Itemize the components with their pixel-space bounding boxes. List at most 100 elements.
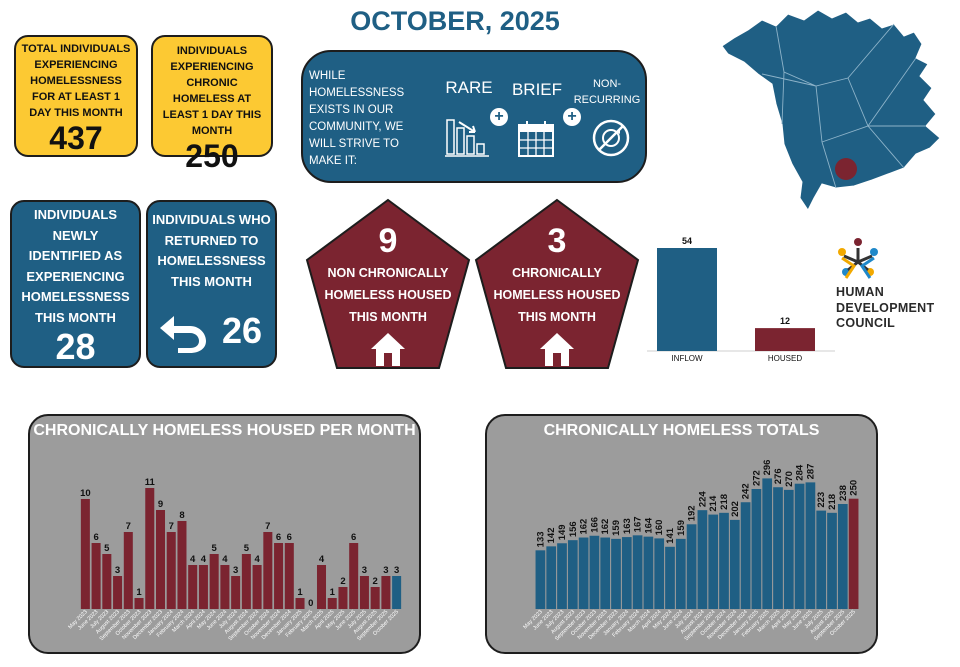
no-repeat-icon bbox=[592, 119, 630, 157]
bar-value-label: 162 bbox=[579, 519, 590, 535]
strive-text: WHILE HOMELESSNESS EXISTS IN OUR COMMUNI… bbox=[309, 70, 405, 167]
bar-value-label: 287 bbox=[805, 464, 816, 480]
chart-bar bbox=[188, 565, 198, 609]
bar-value-label: 5 bbox=[212, 543, 218, 554]
chronic-housed-value: 3 bbox=[547, 222, 567, 260]
bar-value-label: 3 bbox=[233, 565, 238, 576]
strive-word-brief: BRIEF bbox=[511, 80, 563, 99]
bar-value-label: 296 bbox=[762, 460, 773, 476]
bar-value-label: 242 bbox=[741, 483, 752, 499]
bar-value-label: 164 bbox=[643, 517, 654, 534]
chart-bar bbox=[675, 538, 686, 609]
total-homeless-card: TOTAL INDIVIDUALS EXPERIENCING HOMELESSN… bbox=[14, 35, 138, 157]
house-icon bbox=[371, 333, 405, 366]
bar-value-label: 8 bbox=[179, 510, 184, 521]
chart-bar bbox=[166, 532, 176, 609]
chart-bar bbox=[327, 598, 337, 609]
map-pin-icon bbox=[835, 158, 857, 180]
bar-value-label: 272 bbox=[751, 470, 762, 486]
chart-bar bbox=[546, 546, 557, 609]
bar-value-label: 0 bbox=[308, 598, 313, 609]
bar-value-label: 6 bbox=[276, 532, 281, 543]
bar-chart-down-icon bbox=[445, 119, 489, 157]
strive-word-rare: RARE bbox=[445, 78, 493, 97]
chart-bar bbox=[316, 565, 327, 609]
chart-bar bbox=[295, 598, 305, 609]
bar-value-label: 9 bbox=[158, 499, 163, 510]
chart-bar bbox=[252, 565, 262, 609]
bar-value-label: 10 bbox=[80, 488, 91, 499]
mini-bar-category: INFLOW bbox=[671, 354, 703, 363]
chart-bar bbox=[816, 510, 827, 609]
bar-value-label: 163 bbox=[622, 518, 633, 534]
bar-value-label: 192 bbox=[687, 505, 698, 521]
chart-bar bbox=[134, 598, 144, 609]
chart-bar bbox=[145, 488, 155, 609]
bar-value-label: 156 bbox=[568, 521, 579, 537]
new-identified-value: 28 bbox=[55, 326, 96, 367]
chart-bar bbox=[123, 532, 133, 609]
chart-bar bbox=[155, 510, 166, 609]
bar-value-label: 3 bbox=[383, 565, 388, 576]
chronic-homeless-card: INDIVIDUALS EXPERIENCING CHRONIC HOMELES… bbox=[151, 35, 273, 173]
bar-value-label: 4 bbox=[319, 554, 325, 565]
chart-bar bbox=[654, 538, 665, 609]
chart-bar bbox=[263, 532, 273, 609]
chart-bar bbox=[611, 538, 621, 609]
strive-word-nonrecurring: NON-RECURRING bbox=[573, 78, 641, 106]
bar-value-label: 1 bbox=[136, 587, 142, 598]
housed-per-month-panel: CHRONICALLY HOMELESS HOUSED PER MONTH 10… bbox=[28, 414, 421, 654]
chart-bar bbox=[349, 543, 359, 609]
chart-bar bbox=[241, 554, 251, 609]
chart-bar bbox=[719, 512, 729, 609]
bar-value-label: 2 bbox=[340, 576, 345, 587]
bar-value-label: 167 bbox=[633, 516, 644, 532]
bar-value-label: 133 bbox=[535, 531, 546, 547]
chart-bar bbox=[209, 554, 219, 609]
chart-bar bbox=[198, 565, 208, 609]
bar-value-label: 4 bbox=[254, 554, 260, 565]
chronic-housed-pentagon: 3 CHRONICALLY HOMELESS HOUSED THIS MONTH bbox=[474, 198, 640, 370]
return-arrow-icon bbox=[160, 316, 206, 353]
chart-bar bbox=[805, 482, 816, 609]
bar-value-label: 5 bbox=[104, 543, 110, 554]
chart-bar bbox=[697, 510, 708, 609]
calendar-icon bbox=[518, 121, 554, 157]
bar-value-label: 5 bbox=[244, 543, 250, 554]
chart-bar bbox=[177, 521, 187, 609]
housed-per-month-title: CHRONICALLY HOMELESS HOUSED PER MONTH bbox=[33, 422, 416, 439]
chart-bar bbox=[567, 540, 578, 609]
bar-value-label: 160 bbox=[654, 520, 665, 536]
bar-value-label: 284 bbox=[795, 464, 806, 481]
chart-bar bbox=[621, 537, 632, 609]
bar-value-label: 6 bbox=[351, 532, 356, 543]
chronic-homeless-value: 250 bbox=[185, 138, 239, 174]
hdc-logo-text: HUMAN DEVELOPMENT COUNCIL bbox=[836, 285, 935, 330]
bar-value-label: 4 bbox=[190, 554, 196, 565]
bar-value-label: 1 bbox=[297, 587, 303, 598]
chart-bar bbox=[837, 504, 848, 609]
bar-value-label: 7 bbox=[265, 521, 270, 532]
chart-bar bbox=[392, 576, 402, 609]
mini-bar-value: 12 bbox=[780, 316, 790, 326]
chart-bar bbox=[632, 535, 643, 609]
strive-banner: WHILE HOMELESSNESS EXISTS IN OUR COMMUNI… bbox=[301, 50, 647, 183]
returned-value: 26 bbox=[221, 310, 263, 351]
chart-bar bbox=[643, 536, 654, 609]
bar-value-label: 162 bbox=[600, 519, 611, 535]
chart-bar bbox=[381, 576, 391, 609]
bar-value-label: 4 bbox=[201, 554, 207, 565]
bar-value-label: 223 bbox=[816, 492, 827, 508]
chart-bar bbox=[113, 576, 123, 609]
bar-value-label: 7 bbox=[169, 521, 174, 532]
bar-value-label: 3 bbox=[115, 565, 120, 576]
returned-card: INDIVIDUALS WHO RETURNED TO HOMELESSNESS… bbox=[146, 200, 277, 368]
chart-bar bbox=[220, 565, 230, 609]
bar-value-label: 166 bbox=[589, 517, 600, 533]
chart-bar bbox=[557, 543, 567, 609]
new-identified-label: INDIVIDUALS NEWLY IDENTIFIED AS EXPERIEN… bbox=[21, 207, 130, 325]
page-title: OCTOBER, 2025 bbox=[350, 6, 560, 36]
bar-value-label: 238 bbox=[838, 485, 849, 501]
inflow-housed-chart: 54 INFLOW 12 HOUSED bbox=[647, 236, 835, 363]
